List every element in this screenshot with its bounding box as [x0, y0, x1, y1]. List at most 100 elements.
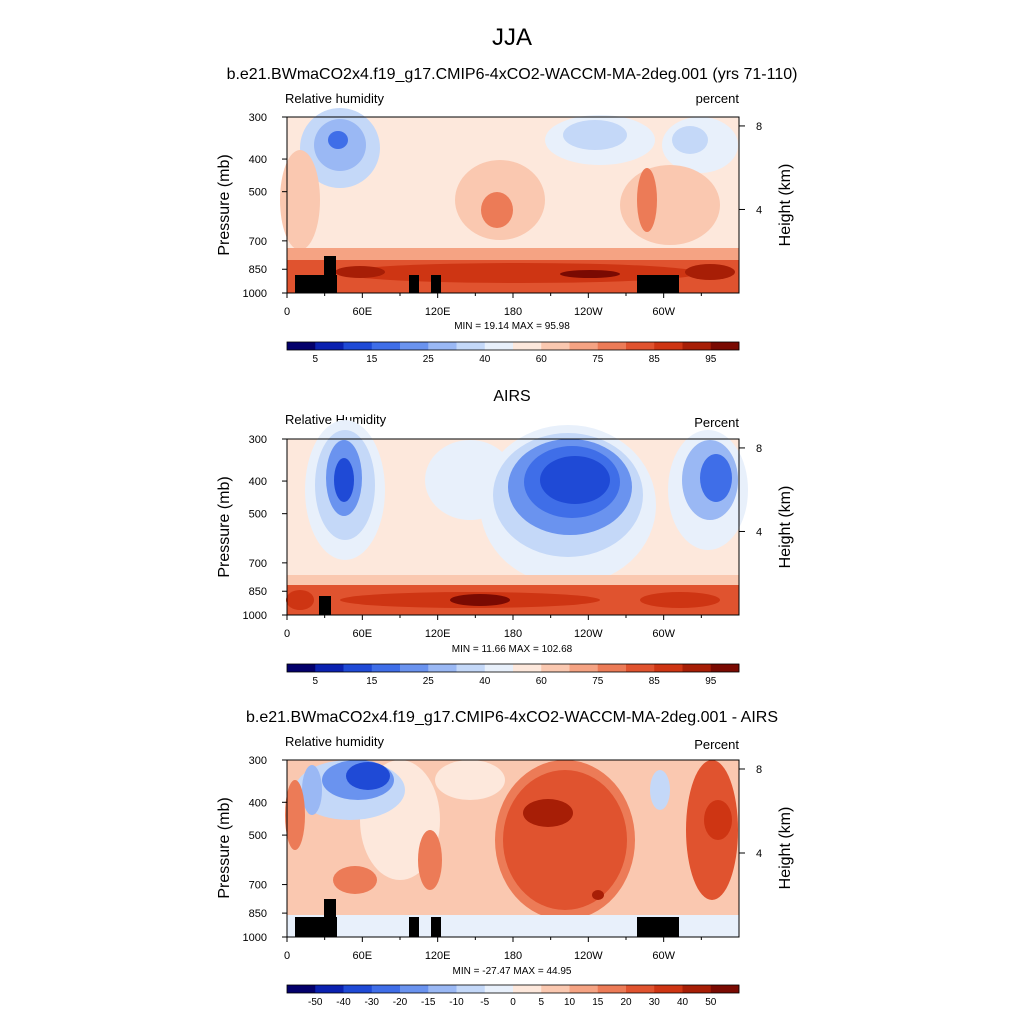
x-tick-label: 0 [284, 628, 290, 640]
x-tick-label: 0 [284, 950, 290, 962]
y2-tick-label: 4 [756, 204, 762, 216]
panel-3: b.e21.BWmaCO2x4.f19_g17.CMIP6-4xCO2-WACC… [216, 709, 794, 1008]
colorbar-label: 0 [510, 997, 516, 1008]
y-tick-label: 500 [249, 830, 267, 842]
y2-tick-label: 4 [756, 848, 762, 860]
colorbar-label: 60 [536, 354, 548, 365]
y-tick-label: 500 [249, 509, 267, 521]
colorbar-swatch [626, 342, 655, 350]
x-tick-label: 120E [425, 306, 451, 318]
panel-3-title: b.e21.BWmaCO2x4.f19_g17.CMIP6-4xCO2-WACC… [246, 709, 778, 726]
y-tick-label: 300 [249, 112, 267, 124]
x-tick-label: 120E [425, 950, 451, 962]
colorbar-label: 95 [705, 354, 717, 365]
colorbar-label: 15 [366, 354, 378, 365]
colorbar-label: 85 [649, 676, 661, 687]
colorbar-swatch [343, 664, 373, 672]
y-tick-label: 1000 [243, 288, 267, 300]
colorbar-label: 25 [423, 354, 435, 365]
colorbar-label: -5 [480, 997, 489, 1008]
colorbar-swatch [428, 985, 457, 993]
colorbar-label: 50 [705, 997, 717, 1008]
x-tick-label: 60E [353, 306, 373, 318]
colorbar-label: 75 [592, 676, 604, 687]
panel-2-ylabel: Pressure (mb) [216, 476, 233, 577]
panel-2-y2-axis: 84 [739, 443, 762, 538]
colorbar-label: 5 [312, 676, 318, 687]
colorbar-swatch [710, 342, 740, 350]
y-tick-label: 850 [249, 264, 267, 276]
x-tick-label: 60W [652, 306, 675, 318]
x-tick-label: 180 [504, 950, 522, 962]
colorbar-swatch [456, 985, 486, 993]
panel-1: b.e21.BWmaCO2x4.f19_g17.CMIP6-4xCO2-WACC… [216, 66, 797, 365]
panel-1-y-axis: 300 400 500 700 850 1000 [243, 112, 287, 300]
colorbar-label: 5 [538, 997, 544, 1008]
colorbar-label: 95 [705, 676, 717, 687]
panel-3-plot-area [285, 759, 740, 938]
panel-1-y2-axis: 84 [739, 121, 762, 216]
colorbar-label: 20 [620, 997, 632, 1008]
panel-2-stats: MIN = 11.66 MAX = 102.68 [452, 644, 573, 655]
colorbar-swatch [371, 985, 401, 993]
colorbar-swatch [541, 342, 570, 350]
y-tick-label: 400 [249, 797, 267, 809]
colorbar-swatch [569, 664, 599, 672]
panel-2-variable-label: Relative Humidity [285, 412, 387, 427]
y-tick-label: 1000 [243, 610, 267, 622]
y-tick-label: 850 [249, 586, 267, 598]
colorbar-swatch [597, 342, 627, 350]
colorbar-swatch [710, 985, 740, 993]
panel-1-variable-label: Relative humidity [285, 91, 384, 106]
y-tick-label: 300 [249, 434, 267, 446]
y-tick-label: 850 [249, 908, 267, 920]
colorbar-swatch [371, 664, 401, 672]
colorbar-swatch [315, 664, 344, 672]
colorbar-label: 10 [564, 997, 576, 1008]
x-tick-label: 60W [652, 628, 675, 640]
colorbar-swatch [569, 985, 599, 993]
colorbar-swatch [287, 342, 316, 350]
panel-3-variable-label: Relative humidity [285, 734, 384, 749]
panel-1-units-label: percent [696, 91, 740, 106]
colorbar-label: 15 [366, 676, 378, 687]
colorbar-label: 25 [423, 676, 435, 687]
x-tick-label: 60W [652, 950, 675, 962]
colorbar-label: 40 [479, 354, 491, 365]
colorbar-label: 75 [592, 354, 604, 365]
colorbar-label: -15 [421, 997, 436, 1008]
y2-tick-label: 8 [756, 443, 762, 455]
y2-tick-label: 8 [756, 121, 762, 133]
panel-3-y-axis: 300 400 500 700 850 1000 [243, 755, 287, 944]
y-tick-label: 400 [249, 154, 267, 166]
colorbar-label: -20 [393, 997, 408, 1008]
colorbar-swatch [428, 342, 457, 350]
colorbar-swatch [682, 664, 712, 672]
colorbar-label: -40 [336, 997, 351, 1008]
colorbar-swatch [315, 342, 344, 350]
colorbar-swatch [626, 985, 655, 993]
colorbar-label: 15 [592, 997, 604, 1008]
colorbar-swatch [710, 664, 740, 672]
colorbar-label: 60 [536, 676, 548, 687]
colorbar-swatch [682, 342, 712, 350]
colorbar-swatch [569, 342, 599, 350]
y-tick-label: 1000 [243, 932, 267, 944]
x-tick-label: 60E [353, 950, 373, 962]
y-tick-label: 700 [249, 558, 267, 570]
main-title: JJA [492, 24, 532, 51]
panel-3-stats: MIN = -27.47 MAX = 44.95 [453, 966, 572, 977]
panel-1-stats: MIN = 19.14 MAX = 95.98 [454, 321, 570, 332]
panel-3-colorbar: -50 -40 -30 -20 -15 -10 -5 0 5 10 15 20 30 40 50 [286, 984, 740, 1008]
colorbar-swatch [513, 985, 542, 993]
panel-3-y2label: Height (km) [777, 807, 794, 890]
x-tick-label: 0 [284, 306, 290, 318]
colorbar-swatch [343, 342, 373, 350]
panel-2-colorbar: 5 15 25 40 60 75 85 95 [286, 663, 740, 687]
y2-tick-label: 8 [756, 764, 762, 776]
colorbar-swatch [456, 342, 486, 350]
y-tick-label: 700 [249, 236, 267, 248]
colorbar-swatch [287, 985, 316, 993]
panel-2-units-label: Percent [694, 415, 739, 430]
